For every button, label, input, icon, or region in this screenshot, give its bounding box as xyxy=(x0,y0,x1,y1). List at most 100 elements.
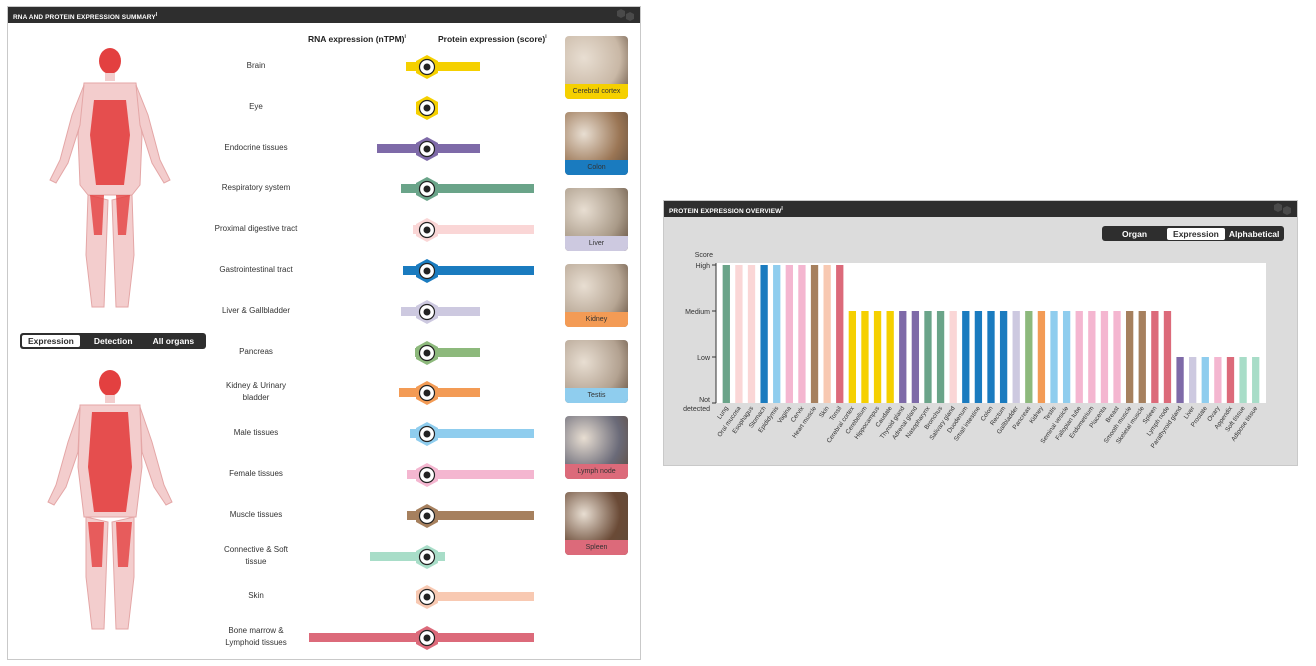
body-figure-female[interactable] xyxy=(36,45,184,315)
tissue-label[interactable]: Gastrointestinal tract xyxy=(219,265,293,274)
bar[interactable] xyxy=(949,311,957,403)
bar[interactable] xyxy=(1138,311,1146,403)
bar[interactable] xyxy=(873,311,882,403)
tissue-row[interactable]: Gastrointestinal tract xyxy=(8,255,642,285)
bar[interactable] xyxy=(1189,357,1197,403)
tissue-thumbnail[interactable]: Kidney xyxy=(565,264,628,327)
rna-bar xyxy=(370,551,427,561)
bar[interactable] xyxy=(848,311,857,403)
tissue-row[interactable]: Male tissues xyxy=(8,418,642,448)
tissue-row[interactable]: Brain xyxy=(8,51,642,81)
bar[interactable] xyxy=(899,311,907,403)
bar[interactable] xyxy=(1050,311,1058,403)
rna-bar xyxy=(401,306,427,316)
toggle-all-organs[interactable]: All organs xyxy=(152,336,195,346)
bar[interactable] xyxy=(1125,311,1134,403)
tissue-label[interactable]: Female tissues xyxy=(229,469,283,478)
bar[interactable] xyxy=(861,311,869,403)
bar[interactable] xyxy=(911,311,920,403)
tissue-thumbnail[interactable]: Spleen xyxy=(565,492,628,555)
bar[interactable] xyxy=(1037,311,1046,403)
bar[interactable] xyxy=(886,311,894,403)
bar[interactable] xyxy=(1025,311,1033,403)
tissue-row[interactable]: Endocrine tissues xyxy=(8,133,642,163)
bar[interactable] xyxy=(1176,357,1184,403)
tissue-row[interactable]: Kidney & Urinary bladder xyxy=(8,377,642,407)
protein-bar xyxy=(427,143,481,153)
bar[interactable] xyxy=(1163,311,1172,403)
bar[interactable] xyxy=(1113,311,1121,403)
toggle-organ[interactable]: Organ xyxy=(1122,228,1148,239)
bar[interactable] xyxy=(798,265,806,403)
tissue-row[interactable]: Eye xyxy=(8,92,642,122)
bar[interactable] xyxy=(1226,357,1235,403)
tissue-label[interactable]: Endocrine tissues xyxy=(224,142,288,152)
tissue-row[interactable]: Respiratory system xyxy=(8,173,642,203)
bar[interactable] xyxy=(722,265,730,403)
bar[interactable] xyxy=(1012,311,1020,403)
bar[interactable] xyxy=(1239,357,1247,403)
tissue-row[interactable]: Proximal digestive tract xyxy=(8,214,642,244)
bar[interactable] xyxy=(1062,311,1071,403)
bar[interactable] xyxy=(785,265,793,403)
tissue-label[interactable]: Bone marrow & Lymphoid tissues xyxy=(225,626,287,648)
tissue-row[interactable]: Muscle tissues xyxy=(8,500,642,530)
bar[interactable] xyxy=(773,265,781,403)
tissue-hex-icon xyxy=(416,55,438,79)
tissue-label[interactable]: Respiratory system xyxy=(221,183,291,193)
tissue-label[interactable]: Skin xyxy=(248,591,264,601)
bar[interactable] xyxy=(1088,311,1096,403)
tissue-row[interactable]: Female tissues xyxy=(8,459,642,489)
bar[interactable] xyxy=(924,311,932,403)
bar[interactable] xyxy=(735,265,743,403)
tissue-label[interactable]: Connective & Soft tissue xyxy=(223,544,289,566)
bar[interactable] xyxy=(1075,311,1083,403)
tissue-hex-icon xyxy=(416,95,438,120)
toggle-expression[interactable]: Expression xyxy=(22,335,80,347)
toggle-detection[interactable]: Detection xyxy=(93,336,133,346)
bar[interactable] xyxy=(1201,357,1209,403)
bar[interactable] xyxy=(974,311,983,403)
tissue-thumbnail[interactable]: Lymph node xyxy=(565,416,628,479)
tissue-row[interactable]: Pancreas xyxy=(8,337,642,367)
bar[interactable] xyxy=(987,311,995,403)
tissue-label[interactable]: Pancreas xyxy=(239,346,273,356)
tissue-row[interactable]: Skin xyxy=(8,581,642,611)
bar[interactable] xyxy=(836,265,844,403)
toggle-expression-sort[interactable]: Expression xyxy=(1167,227,1225,240)
tissue-label[interactable]: Male tissues xyxy=(233,428,279,438)
bar[interactable] xyxy=(1100,311,1109,403)
tissue-row[interactable]: Liver & Gallbladder xyxy=(8,296,642,326)
bar[interactable] xyxy=(999,311,1008,403)
tissue-thumbnail[interactable]: Liver xyxy=(565,188,628,251)
bar[interactable] xyxy=(936,311,945,403)
bar[interactable] xyxy=(1252,357,1260,403)
bar[interactable] xyxy=(962,311,970,403)
bar[interactable] xyxy=(760,265,768,403)
y-axis-label: Score xyxy=(695,252,713,259)
tissue-row[interactable]: Connective & Soft tissue xyxy=(8,541,642,571)
bar[interactable] xyxy=(747,265,756,403)
tissue-label[interactable]: Proximal digestive tract xyxy=(214,224,298,234)
tissue-thumbnail[interactable]: Cerebral cortex xyxy=(565,36,628,99)
tissue-thumbnail[interactable]: Testis xyxy=(565,340,628,403)
body-figure-male[interactable] xyxy=(36,367,184,637)
tissue-label[interactable]: Eye xyxy=(249,101,263,111)
bar[interactable] xyxy=(1151,311,1159,403)
x-tick-label: Kidney xyxy=(1028,404,1045,424)
tissue-label[interactable]: Liver & Gallbladder xyxy=(221,305,291,315)
tissue-thumbnail[interactable]: Colon xyxy=(565,112,628,175)
tissue-label[interactable]: Muscle tissues xyxy=(229,509,283,519)
protein-bar xyxy=(427,388,481,398)
protein-bar xyxy=(427,429,534,439)
thumbnail-label: Testis xyxy=(565,388,628,403)
bar[interactable] xyxy=(810,265,819,403)
y-tick-label: Not xyxy=(699,397,710,404)
bar[interactable] xyxy=(823,265,831,403)
tissue-label[interactable]: Brain xyxy=(246,61,266,70)
bar[interactable] xyxy=(1214,357,1222,403)
tissue-row[interactable]: Bone marrow & Lymphoid tissues xyxy=(8,622,642,652)
protein-bar xyxy=(427,306,481,316)
tissue-label[interactable]: Kidney & Urinary bladder xyxy=(225,381,287,403)
toggle-alphabetical[interactable]: Alphabetical xyxy=(1228,228,1280,239)
